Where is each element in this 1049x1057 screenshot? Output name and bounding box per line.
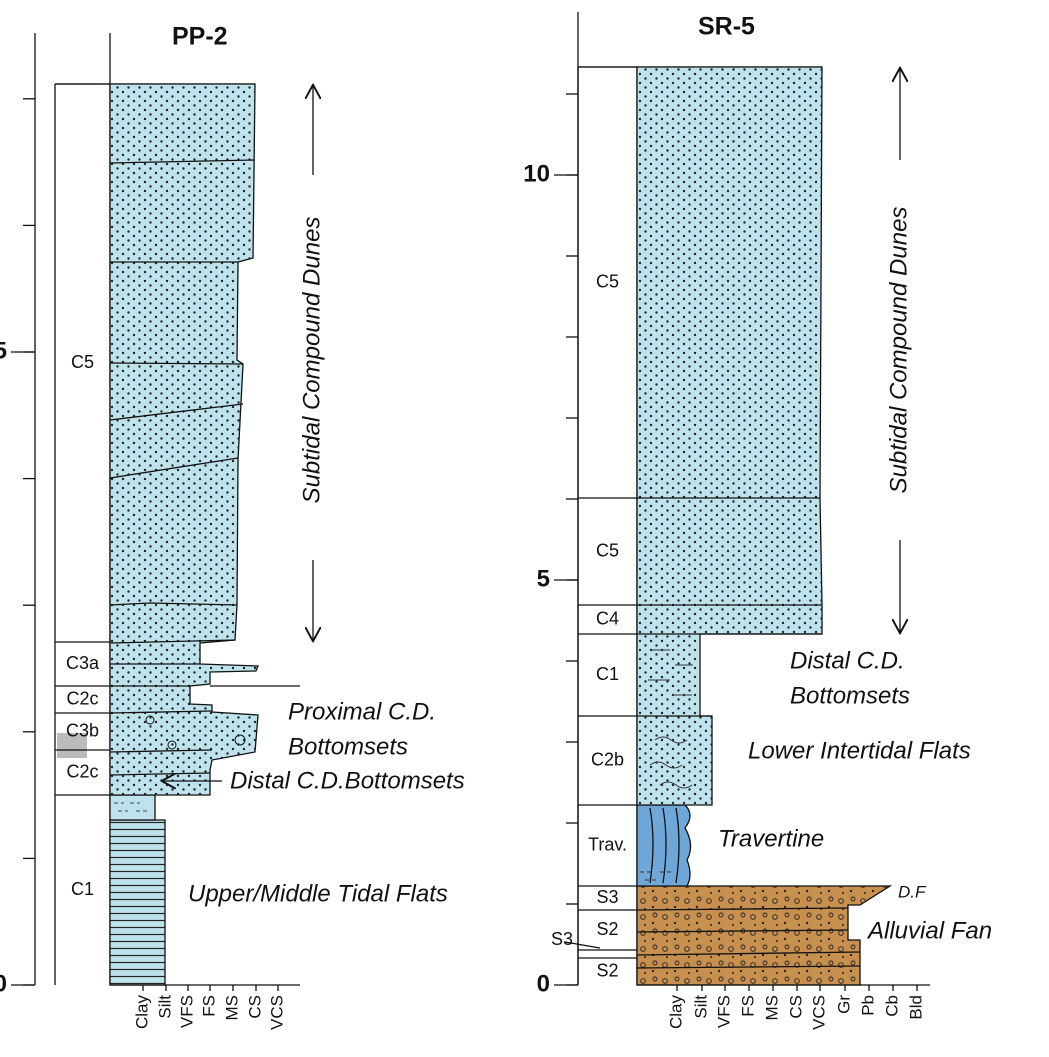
depth-label: 0 <box>537 970 550 997</box>
unit-label: C5 <box>71 352 94 372</box>
grain-label: VCS <box>809 995 828 1030</box>
stratigraphic-logs: PP-2 0 5 C1 C2c C3b C2c C3a C5 Subtidal Compound … <box>0 0 1049 1057</box>
grain-label: Clay <box>132 995 151 1030</box>
annotation: Bottomsets <box>288 733 408 760</box>
unit-label: S3 <box>596 887 618 907</box>
grain-label: Pb <box>858 995 877 1016</box>
grain-label: Clay <box>666 995 685 1030</box>
log-title: PP-2 <box>172 23 228 51</box>
unit-label: S2 <box>596 919 618 939</box>
unit-label: S3 <box>551 929 573 949</box>
grain-label: FS <box>738 995 757 1017</box>
grain-label: VCS <box>267 995 286 1030</box>
unit-label: C2c <box>66 688 98 708</box>
grain-label: VFS <box>714 995 733 1028</box>
grain-label: CS <box>786 995 805 1019</box>
grain-label: FS <box>199 995 218 1017</box>
unit-label: C5 <box>596 271 619 291</box>
grain-label: Bld <box>906 995 925 1020</box>
annotation: Distal C.D.Bottomsets <box>230 767 465 794</box>
annotation: Subtidal Compound Dunes <box>298 217 325 504</box>
depth-label: 0 <box>0 970 7 997</box>
annotation: Alluvial Fan <box>866 917 992 944</box>
unit-label: C2c <box>66 761 98 781</box>
unit-label: S2 <box>596 960 618 980</box>
pp2-log <box>35 33 313 985</box>
unit-label: C5 <box>596 540 619 560</box>
annotation: Travertine <box>718 825 824 852</box>
annotation: D.F <box>898 882 927 901</box>
depth-label: 5 <box>537 565 550 592</box>
unit-label: C3a <box>66 653 100 673</box>
grain-label: CS <box>245 995 264 1019</box>
depth-label: 5 <box>0 337 7 364</box>
grain-label: Silt <box>691 995 710 1019</box>
grain-label: MS <box>222 995 241 1021</box>
annotation: Upper/Middle Tidal Flats <box>188 880 448 907</box>
unit-label: C3b <box>66 720 99 740</box>
annotation: Bottomsets <box>790 682 910 709</box>
unit-label: C4 <box>596 608 619 628</box>
grain-label: MS <box>762 995 781 1021</box>
grain-label: VFS <box>177 995 196 1028</box>
unit-label: C1 <box>71 879 94 899</box>
log-title: SR-5 <box>698 13 755 41</box>
annotation: Lower Intertidal Flats <box>748 737 971 764</box>
annotation: Distal C.D. <box>790 647 905 674</box>
grain-label: Cb <box>882 995 901 1017</box>
unit-label: Trav. <box>588 834 627 854</box>
grain-label: Silt <box>155 995 174 1019</box>
grain-label: Gr <box>834 995 853 1014</box>
unit-label: C1 <box>596 664 619 684</box>
annotation: Subtidal Compound Dunes <box>885 207 912 494</box>
annotation: Proximal C.D. <box>288 698 436 725</box>
depth-label: 10 <box>523 160 550 187</box>
unit-label: C2b <box>591 749 624 769</box>
